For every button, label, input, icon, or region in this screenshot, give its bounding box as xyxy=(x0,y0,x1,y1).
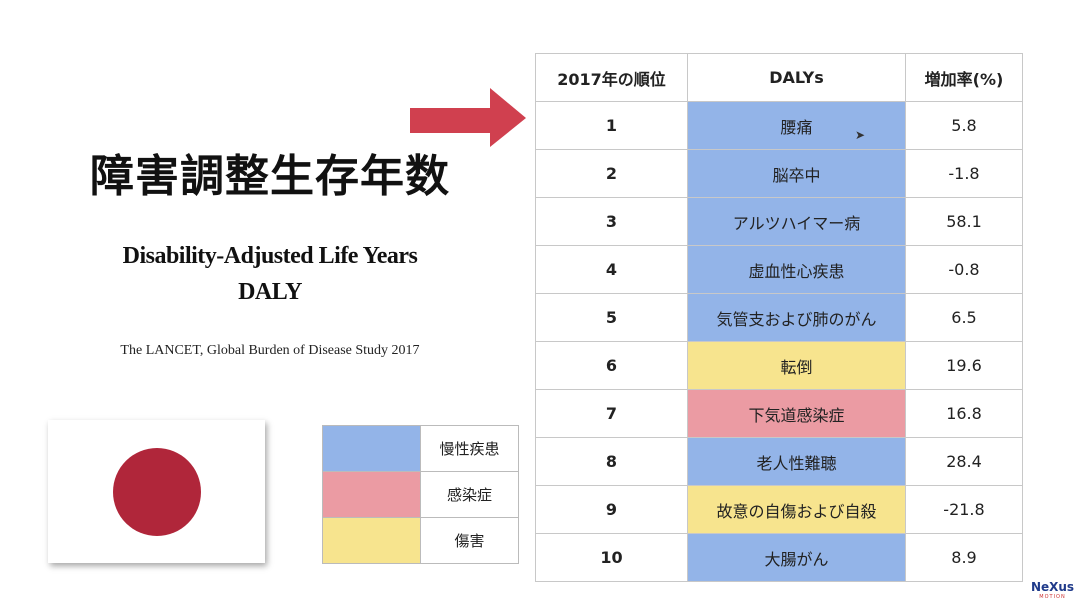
legend-item: 慢性疾患 xyxy=(322,425,519,472)
title-japanese: 障害調整生存年数 xyxy=(90,151,450,202)
daly-cell: アルツハイマー病 xyxy=(687,197,906,246)
rank-cell: 2 xyxy=(535,149,688,198)
table-row: 8 老人性難聴 28.4 xyxy=(535,437,1023,486)
header-dalys: DALYs xyxy=(687,53,906,102)
rank-cell: 10 xyxy=(535,533,688,582)
rate-cell: -1.8 xyxy=(905,149,1023,198)
table-row: 10 大腸がん 8.9 xyxy=(535,533,1023,582)
legend-swatch xyxy=(322,517,421,564)
legend-label: 感染症 xyxy=(420,471,519,518)
rank-cell: 1 xyxy=(535,101,688,150)
rate-cell: 28.4 xyxy=(905,437,1023,486)
rank-cell: 8 xyxy=(535,437,688,486)
table-row: 6 転倒 19.6 xyxy=(535,341,1023,390)
japan-flag-image xyxy=(48,420,265,563)
flag-sun xyxy=(113,448,201,536)
header-rate: 増加率(%) xyxy=(905,53,1023,102)
legend: 慢性疾患 感染症 傷害 xyxy=(322,425,519,564)
daly-cell: 大腸がん xyxy=(687,533,906,582)
legend-item: 傷害 xyxy=(322,517,519,564)
rate-cell: 8.9 xyxy=(905,533,1023,582)
legend-label: 傷害 xyxy=(420,517,519,564)
table-row: 5 気管支および肺のがん 6.5 xyxy=(535,293,1023,342)
rate-cell: 58.1 xyxy=(905,197,1023,246)
header-rank: 2017年の順位 xyxy=(535,53,688,102)
legend-label: 慢性疾患 xyxy=(420,425,519,472)
rate-cell: 6.5 xyxy=(905,293,1023,342)
daly-cell: 虚血性心疾患 xyxy=(687,245,906,294)
daly-cell: 転倒 xyxy=(687,341,906,390)
legend-item: 感染症 xyxy=(322,471,519,518)
rate-cell: -0.8 xyxy=(905,245,1023,294)
daly-ranking-table: 2017年の順位 DALYs 増加率(%) 1 腰痛 5.8 2 脳卒中 -1.8 3 アルツ… xyxy=(535,53,1023,582)
title-english-line1: Disability-Adjusted Life Years xyxy=(122,243,418,269)
logo: NeXus MOTION xyxy=(1030,580,1075,600)
source-citation: The LANCET, Global Burden of Disease Stu… xyxy=(120,343,420,358)
daly-cell: 腰痛 xyxy=(687,101,906,150)
rank-cell: 5 xyxy=(535,293,688,342)
table-row: 4 虚血性心疾患 -0.8 xyxy=(535,245,1023,294)
rank-cell: 4 xyxy=(535,245,688,294)
rank-cell: 6 xyxy=(535,341,688,390)
title-english: Disability-Adjusted Life Years DALY xyxy=(60,238,480,310)
rate-cell: 16.8 xyxy=(905,389,1023,438)
daly-cell: 脳卒中 xyxy=(687,149,906,198)
rate-cell: -21.8 xyxy=(905,485,1023,534)
rate-cell: 5.8 xyxy=(905,101,1023,150)
mouse-cursor-icon: ➤ xyxy=(855,128,866,142)
rank-cell: 9 xyxy=(535,485,688,534)
legend-swatch xyxy=(322,471,421,518)
daly-cell: 下気道感染症 xyxy=(687,389,906,438)
legend-swatch xyxy=(322,425,421,472)
logo-name: NeXus xyxy=(1030,580,1075,594)
arrow-right-icon xyxy=(410,88,526,147)
logo-sub: MOTION xyxy=(1039,594,1066,600)
table-row: 2 脳卒中 -1.8 xyxy=(535,149,1023,198)
table-row: 7 下気道感染症 16.8 xyxy=(535,389,1023,438)
daly-cell: 老人性難聴 xyxy=(687,437,906,486)
table-row: 3 アルツハイマー病 58.1 xyxy=(535,197,1023,246)
table-row: 9 故意の自傷および自殺 -21.8 xyxy=(535,485,1023,534)
title-english-line2: DALY xyxy=(238,279,302,305)
table-row: 1 腰痛 5.8 xyxy=(535,101,1023,150)
rate-cell: 19.6 xyxy=(905,341,1023,390)
daly-cell: 気管支および肺のがん xyxy=(687,293,906,342)
rank-cell: 7 xyxy=(535,389,688,438)
table-header-row: 2017年の順位 DALYs 増加率(%) xyxy=(535,53,1023,102)
daly-cell: 故意の自傷および自殺 xyxy=(687,485,906,534)
rank-cell: 3 xyxy=(535,197,688,246)
